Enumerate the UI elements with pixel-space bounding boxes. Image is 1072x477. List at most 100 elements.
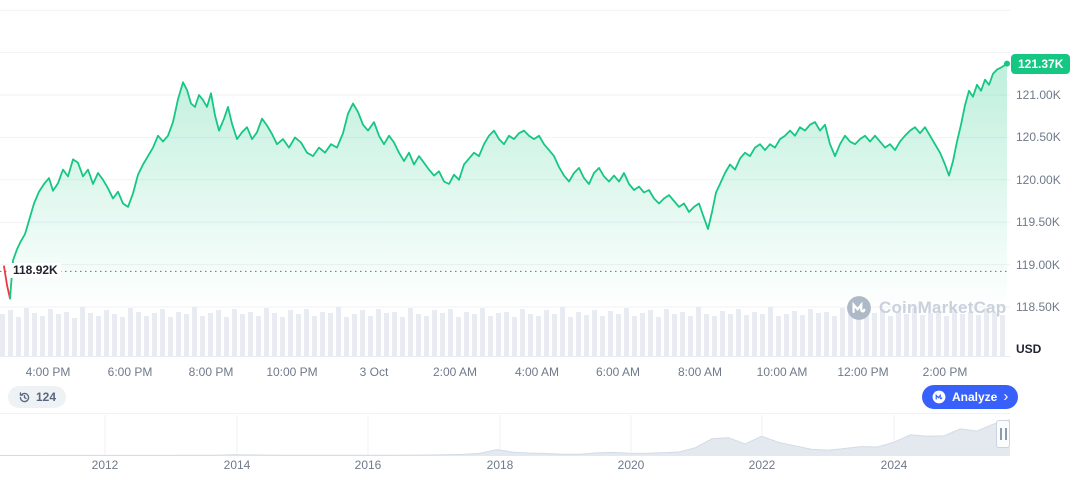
volume-bar bbox=[816, 313, 821, 356]
volume-bar bbox=[720, 311, 725, 356]
volume-bar bbox=[128, 308, 133, 356]
volume-bar bbox=[672, 314, 677, 356]
x-axis-label: 3 Oct bbox=[359, 365, 389, 379]
volume-bar bbox=[664, 309, 669, 356]
year-label: 2022 bbox=[748, 458, 776, 472]
volume-bar bbox=[360, 310, 365, 356]
x-axis-label: 12:00 PM bbox=[837, 365, 889, 379]
volume-bar bbox=[760, 314, 765, 356]
volume-bar bbox=[248, 312, 253, 356]
main-chart[interactable]: 118.92K CoinMarketCap bbox=[0, 0, 1010, 357]
volume-bar bbox=[296, 314, 301, 356]
history-clock-icon bbox=[19, 391, 30, 402]
volume-bar bbox=[480, 308, 485, 356]
price-line-open-dip bbox=[3, 265, 11, 300]
volume-bar bbox=[744, 315, 749, 356]
volume-bar bbox=[488, 316, 493, 356]
volume-bar bbox=[168, 317, 173, 356]
volume-bar bbox=[544, 310, 549, 356]
y-axis-label: 119.00K bbox=[1016, 257, 1060, 272]
volume-bar bbox=[104, 310, 109, 356]
volume-bar bbox=[384, 313, 389, 356]
x-axis-label: 2:00 PM bbox=[922, 365, 968, 379]
history-count-pill[interactable]: 124 bbox=[8, 386, 67, 408]
volume-bar bbox=[16, 317, 21, 356]
volume-bar bbox=[552, 314, 557, 356]
volume-bar bbox=[704, 314, 709, 356]
volume-bar bbox=[448, 309, 453, 356]
volume-bar bbox=[336, 307, 341, 356]
volume-bar bbox=[568, 317, 573, 356]
volume-bar bbox=[392, 312, 397, 356]
volume-bar bbox=[32, 313, 37, 356]
volume-bar bbox=[456, 317, 461, 356]
volume-bar bbox=[800, 315, 805, 356]
volume-bar bbox=[48, 309, 53, 356]
volume-bar bbox=[752, 312, 757, 356]
x-axis-label: 6:00 AM bbox=[595, 365, 641, 379]
volume-bar bbox=[848, 314, 853, 356]
coinmarketcap-logo-icon bbox=[847, 296, 871, 320]
volume-bar bbox=[824, 312, 829, 356]
x-axis-label: 8:00 AM bbox=[677, 365, 723, 379]
volume-bar bbox=[896, 312, 901, 356]
volume-bar bbox=[192, 307, 197, 356]
year-label: 2012 bbox=[91, 458, 119, 472]
y-axis: 121.37K USD 121.00K 120.50K 120.00K 119.50K… bbox=[1011, 0, 1072, 362]
volume-bar bbox=[696, 307, 701, 356]
volume-bar bbox=[352, 314, 357, 356]
volume-bar bbox=[312, 316, 317, 356]
volume-bar bbox=[624, 308, 629, 356]
navigator-area bbox=[0, 419, 1010, 456]
volume-bar bbox=[440, 313, 445, 356]
volume-bar bbox=[928, 313, 933, 356]
volume-bar bbox=[344, 317, 349, 356]
volume-bar bbox=[368, 316, 373, 356]
volume-bar bbox=[120, 317, 125, 356]
analyze-label: Analyze bbox=[952, 390, 998, 404]
volume-bar bbox=[976, 315, 981, 356]
price-chart-svg[interactable] bbox=[0, 0, 1010, 357]
volume-bar bbox=[880, 309, 885, 356]
volume-bar bbox=[560, 307, 565, 356]
volume-bar bbox=[64, 312, 69, 356]
volume-bar bbox=[648, 310, 653, 356]
volume-bar bbox=[504, 312, 509, 356]
volume-bar bbox=[944, 316, 949, 356]
volume-bar bbox=[408, 308, 413, 356]
volume-bar bbox=[784, 314, 789, 356]
volume-bar bbox=[72, 318, 77, 356]
year-label: 2016 bbox=[354, 458, 382, 472]
volume-bar bbox=[632, 316, 637, 356]
volume-bar bbox=[656, 317, 661, 356]
y-axis-label: 120.50K bbox=[1016, 130, 1061, 145]
volume-bar bbox=[24, 308, 29, 356]
watermark: CoinMarketCap bbox=[846, 295, 1006, 321]
y-axis-label: 121.00K bbox=[1016, 88, 1061, 102]
volume-bar bbox=[912, 308, 917, 356]
volume-bar bbox=[0, 314, 5, 356]
analyze-button[interactable]: Analyze › bbox=[922, 385, 1019, 409]
volume-bar bbox=[240, 314, 245, 356]
x-axis-label: 6:00 PM bbox=[107, 365, 153, 379]
volume-bar bbox=[832, 316, 837, 356]
volume-bar bbox=[808, 309, 813, 356]
volume-bar bbox=[184, 314, 189, 356]
volume-bar bbox=[992, 313, 997, 356]
volume-bar bbox=[984, 308, 989, 356]
volume-bar bbox=[40, 316, 45, 356]
volume-bar bbox=[144, 316, 149, 356]
range-navigator[interactable] bbox=[0, 413, 1010, 456]
volume-bar bbox=[768, 307, 773, 356]
reference-price-label: 118.92K bbox=[10, 263, 61, 279]
currency-label: USD bbox=[1016, 342, 1042, 356]
volume-bar bbox=[208, 313, 213, 356]
volume-bar bbox=[952, 309, 957, 356]
navigator-svg[interactable] bbox=[0, 415, 1010, 456]
volume-bar bbox=[728, 314, 733, 356]
volume-bar bbox=[432, 310, 437, 356]
volume-bar bbox=[152, 313, 157, 356]
volume-bar bbox=[328, 313, 333, 356]
navigator-handle[interactable] bbox=[996, 420, 1010, 448]
